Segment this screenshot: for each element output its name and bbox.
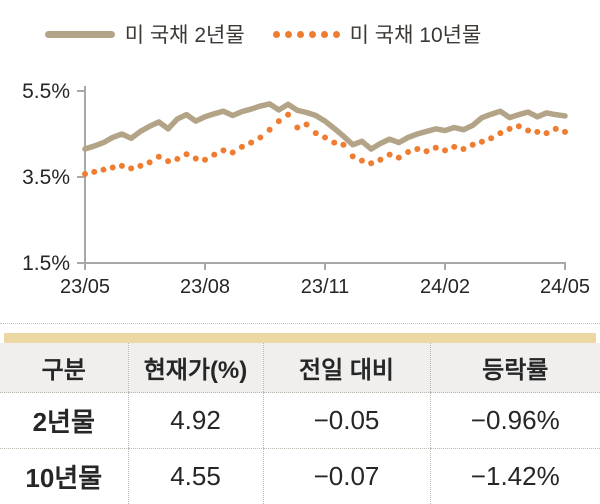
series-10yr-dot — [312, 130, 319, 137]
series-10yr-dot — [303, 121, 310, 128]
series-10yr-dot — [432, 144, 439, 151]
table-top-divider — [0, 323, 600, 324]
series-10yr-dot — [220, 147, 227, 154]
chart-legend: 미 국채 2년물 미 국채 10년물 — [0, 14, 600, 54]
table-gold-accent-bar — [4, 333, 596, 343]
series-10yr-dot — [257, 134, 264, 141]
series-10yr-dot — [165, 158, 172, 165]
legend-item-10yr: 미 국채 10년물 — [272, 19, 482, 49]
legend-item-2yr: 미 국채 2년물 — [44, 19, 245, 49]
series-10yr-dot — [202, 156, 208, 163]
series-10yr-dot — [478, 138, 485, 145]
series-10yr-dot — [349, 153, 356, 160]
series-10yr-dot — [118, 162, 125, 169]
header-category: 구분 — [0, 343, 128, 393]
series-2yr-line — [82, 101, 568, 152]
legend-label-2yr: 미 국채 2년물 — [124, 24, 245, 47]
series-10yr-dot — [368, 160, 375, 167]
cell-2yr-change-pct: −0.96% — [429, 392, 600, 449]
series-10yr-dot — [91, 168, 98, 175]
series-10yr-dot — [488, 135, 495, 142]
series-10yr-dot — [294, 124, 301, 131]
series-10yr-dot — [423, 148, 430, 155]
series-10yr-dot — [340, 141, 347, 148]
series-10yr-dot — [395, 154, 402, 161]
header-change: 전일 대비 — [262, 343, 430, 393]
series-10yr-dot — [442, 147, 448, 154]
x-tick-label: 23/05 — [60, 276, 110, 298]
series-10yr-dot — [497, 130, 504, 137]
cell-10yr-current: 4.55 — [127, 448, 263, 504]
series-10yr-dot — [534, 128, 541, 135]
series-10yr-dot — [248, 139, 255, 146]
y-tick-label: 1.5% — [22, 252, 70, 275]
series-10yr-dot — [174, 155, 181, 162]
legend-label-10yr: 미 국채 10년물 — [349, 24, 482, 47]
series-10yr-dot — [525, 127, 532, 134]
series-10yr-dot — [137, 162, 144, 169]
series-10yr-dot — [146, 159, 153, 166]
series-10yr-dot — [552, 125, 559, 132]
cell-2yr-current: 4.92 — [127, 392, 263, 449]
table-row: 2년물 4.92 −0.05 −0.96% — [0, 392, 600, 449]
cell-10yr-change: −0.07 — [262, 448, 430, 504]
series-10yr-dot — [331, 139, 338, 146]
series-10yr-dot — [405, 149, 412, 156]
x-tick-label: 23/08 — [180, 276, 230, 298]
x-tick-label: 24/02 — [420, 276, 470, 298]
series-10yr-dot — [238, 143, 245, 150]
series-10yr-dot — [414, 146, 421, 153]
chart-canvas: 5.5% 3.5% 1.5%23/05 23/08 23/11 24/02 24/05 — [22, 80, 590, 298]
series-10yr-dot — [128, 165, 135, 172]
series-10yr-dot — [386, 151, 393, 158]
series-10yr-dot — [377, 156, 384, 163]
series-10yr-dot — [543, 130, 550, 137]
cell-10yr-label: 10년물 — [0, 448, 128, 504]
series-10yr-dot — [562, 128, 568, 135]
series-10yr-dot — [469, 141, 476, 148]
series-10yr-dot — [358, 157, 365, 164]
header-change-pct: 등락률 — [429, 343, 600, 393]
legend-swatch-10yr-dots-icon — [272, 30, 340, 38]
legend-swatch-2yr-line-icon — [44, 30, 115, 38]
cell-10yr-change-pct: −1.42% — [429, 448, 600, 504]
cell-2yr-change: −0.05 — [262, 392, 430, 449]
series-10yr-dot — [192, 155, 199, 162]
header-current: 현재가(%) — [127, 343, 263, 393]
yield-line-chart: 5.5% 3.5% 1.5% 23/05 23/08 23/11 24/02 24/05 — [0, 58, 600, 310]
x-tick-label: 23/11 — [301, 276, 350, 298]
series-10yr-dot — [285, 111, 292, 118]
x-tick-label: 24/05 — [540, 276, 590, 298]
series-10yr-dot — [451, 143, 458, 150]
quote-table: 구분 현재가(%) 전일 대비 등락률 2년물 4.92 −0.05 −0.96… — [0, 343, 600, 504]
series-10yr-dot — [229, 149, 236, 156]
series-10yr-dot — [515, 123, 522, 130]
y-tick-label: 5.5% — [22, 80, 70, 103]
table-header-row: 구분 현재가(%) 전일 대비 등락률 — [0, 343, 600, 393]
series-10yr-dot — [460, 146, 467, 153]
series-10yr-dot — [506, 125, 513, 132]
series-10yr-dot — [82, 170, 88, 177]
series-10yr-dot — [322, 134, 328, 141]
series-10yr-dot — [211, 151, 218, 158]
table-row: 10년물 4.55 −0.07 −1.42% — [0, 448, 600, 504]
series-10yr-dot — [266, 126, 273, 133]
series-10yr-dot — [109, 164, 116, 171]
series-10yr-dot — [100, 166, 107, 173]
series-10yr-dot — [183, 151, 190, 158]
y-tick-label: 3.5% — [22, 166, 70, 189]
series-10yr-dot — [155, 153, 162, 160]
series-10yr-dot — [275, 118, 282, 125]
cell-2yr-label: 2년물 — [0, 392, 128, 449]
